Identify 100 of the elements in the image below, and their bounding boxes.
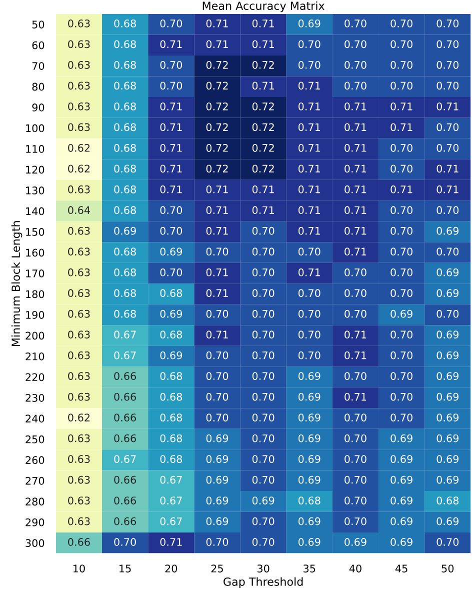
data-label: 0.68 (114, 310, 136, 318)
data-label: 0.71 (390, 185, 412, 194)
data-label: 0.70 (344, 372, 366, 380)
data-label: 0.70 (436, 310, 459, 318)
data-label: 0.68 (298, 496, 320, 504)
data-label: 0.68 (160, 372, 182, 380)
data-label: 0.70 (390, 414, 412, 422)
y-tick-label: 280 (26, 498, 44, 506)
data-label: 0.69 (160, 310, 182, 318)
data-label: 0.70 (160, 20, 182, 28)
data-label: 0.70 (344, 455, 366, 463)
y-tick-label: 220 (26, 373, 44, 382)
data-label: 0.71 (206, 289, 228, 298)
x-tick-label: 20 (165, 564, 178, 572)
data-label: 0.70 (252, 330, 274, 339)
data-label: 0.72 (252, 144, 274, 152)
data-label: 0.70 (160, 60, 182, 69)
data-label: 0.70 (390, 226, 412, 235)
data-label: 0.63 (68, 455, 90, 463)
data-label: 0.70 (252, 268, 274, 276)
data-label: 0.69 (252, 496, 274, 504)
data-label: 0.63 (68, 82, 90, 90)
data-label: 0.70 (160, 82, 182, 90)
data-label: 0.71 (344, 248, 366, 256)
data-label: 0.71 (298, 102, 320, 110)
data-label: 0.63 (68, 226, 90, 235)
data-label: 0.70 (252, 226, 274, 235)
data-label: 0.63 (68, 351, 90, 360)
data-label: 0.71 (160, 102, 182, 110)
data-label: 0.70 (390, 330, 412, 339)
data-label: 0.68 (114, 248, 136, 256)
data-label: 0.70 (390, 20, 412, 28)
data-label: 0.70 (436, 60, 459, 69)
data-label: 0.71 (160, 164, 182, 173)
y-tick-label: 150 (26, 228, 44, 236)
x-tick-label: 45 (395, 564, 408, 572)
data-label: 0.70 (206, 538, 228, 546)
data-label: 0.70 (436, 248, 459, 256)
data-label: 0.71 (344, 392, 366, 401)
data-label: 0.67 (160, 517, 182, 526)
data-label: 0.71 (344, 123, 366, 132)
data-label: 0.71 (436, 164, 458, 173)
data-label: 0.63 (68, 496, 90, 504)
data-label: 0.71 (252, 20, 274, 28)
data-label: 0.63 (68, 20, 90, 28)
data-label: 0.69 (390, 496, 412, 504)
data-label: 0.63 (68, 434, 90, 442)
data-label: 0.71 (206, 330, 228, 339)
data-label: 0.70 (252, 414, 274, 422)
data-label: 0.63 (68, 310, 90, 318)
data-label: 0.69 (436, 455, 459, 463)
y-tick-label: 120 (26, 166, 44, 174)
data-label: 0.68 (114, 206, 136, 214)
data-label: 0.71 (160, 185, 182, 194)
data-label: 0.70 (206, 248, 228, 256)
data-label: 0.67 (114, 330, 136, 339)
y-tick-label: 180 (26, 290, 44, 298)
data-label: 0.69 (298, 476, 320, 484)
data-label: 0.63 (68, 185, 90, 194)
data-label: 0.70 (298, 351, 320, 360)
data-label: 0.69 (436, 268, 459, 276)
data-label: 0.69 (298, 538, 320, 546)
y-axis-title: Minimum Block Length (11, 221, 22, 346)
data-label: 0.70 (344, 289, 366, 298)
y-tick-label: 140 (26, 207, 44, 216)
data-label: 0.70 (390, 289, 412, 298)
data-label: 0.68 (114, 20, 136, 28)
data-label: 0.70 (206, 372, 228, 380)
data-label: 0.71 (206, 226, 228, 235)
data-label: 0.70 (252, 289, 274, 298)
data-label: 0.69 (436, 414, 459, 422)
y-tick-label: 100 (26, 124, 44, 132)
data-label: 0.72 (206, 82, 228, 90)
y-tick-label: 290 (26, 518, 44, 526)
data-label: 0.69 (436, 351, 459, 360)
data-label: 0.66 (114, 496, 136, 504)
data-label: 0.70 (390, 164, 412, 173)
data-label: 0.69 (436, 372, 459, 380)
data-label: 0.68 (114, 268, 136, 276)
data-label: 0.68 (114, 60, 136, 69)
data-label: 0.66 (114, 392, 136, 401)
data-label: 0.71 (298, 164, 320, 173)
data-label: 0.72 (252, 102, 274, 110)
data-label: 0.69 (298, 414, 320, 422)
data-label: 0.64 (68, 206, 90, 214)
y-tick-label: 260 (26, 456, 44, 464)
x-tick-label: 50 (442, 564, 454, 572)
y-tick-label: 230 (26, 394, 44, 402)
data-label: 0.72 (252, 123, 274, 132)
data-label: 0.70 (344, 20, 366, 28)
data-label: 0.71 (344, 226, 366, 235)
data-label: 0.70 (436, 206, 459, 214)
data-label: 0.68 (160, 455, 182, 463)
data-label: 0.69 (436, 476, 459, 484)
data-label: 0.71 (344, 102, 366, 110)
data-label: 0.71 (206, 268, 228, 276)
y-tick-label: 160 (26, 248, 44, 257)
data-label: 0.63 (68, 392, 90, 401)
data-label: 0.71 (252, 82, 274, 90)
data-label: 0.71 (252, 185, 274, 194)
